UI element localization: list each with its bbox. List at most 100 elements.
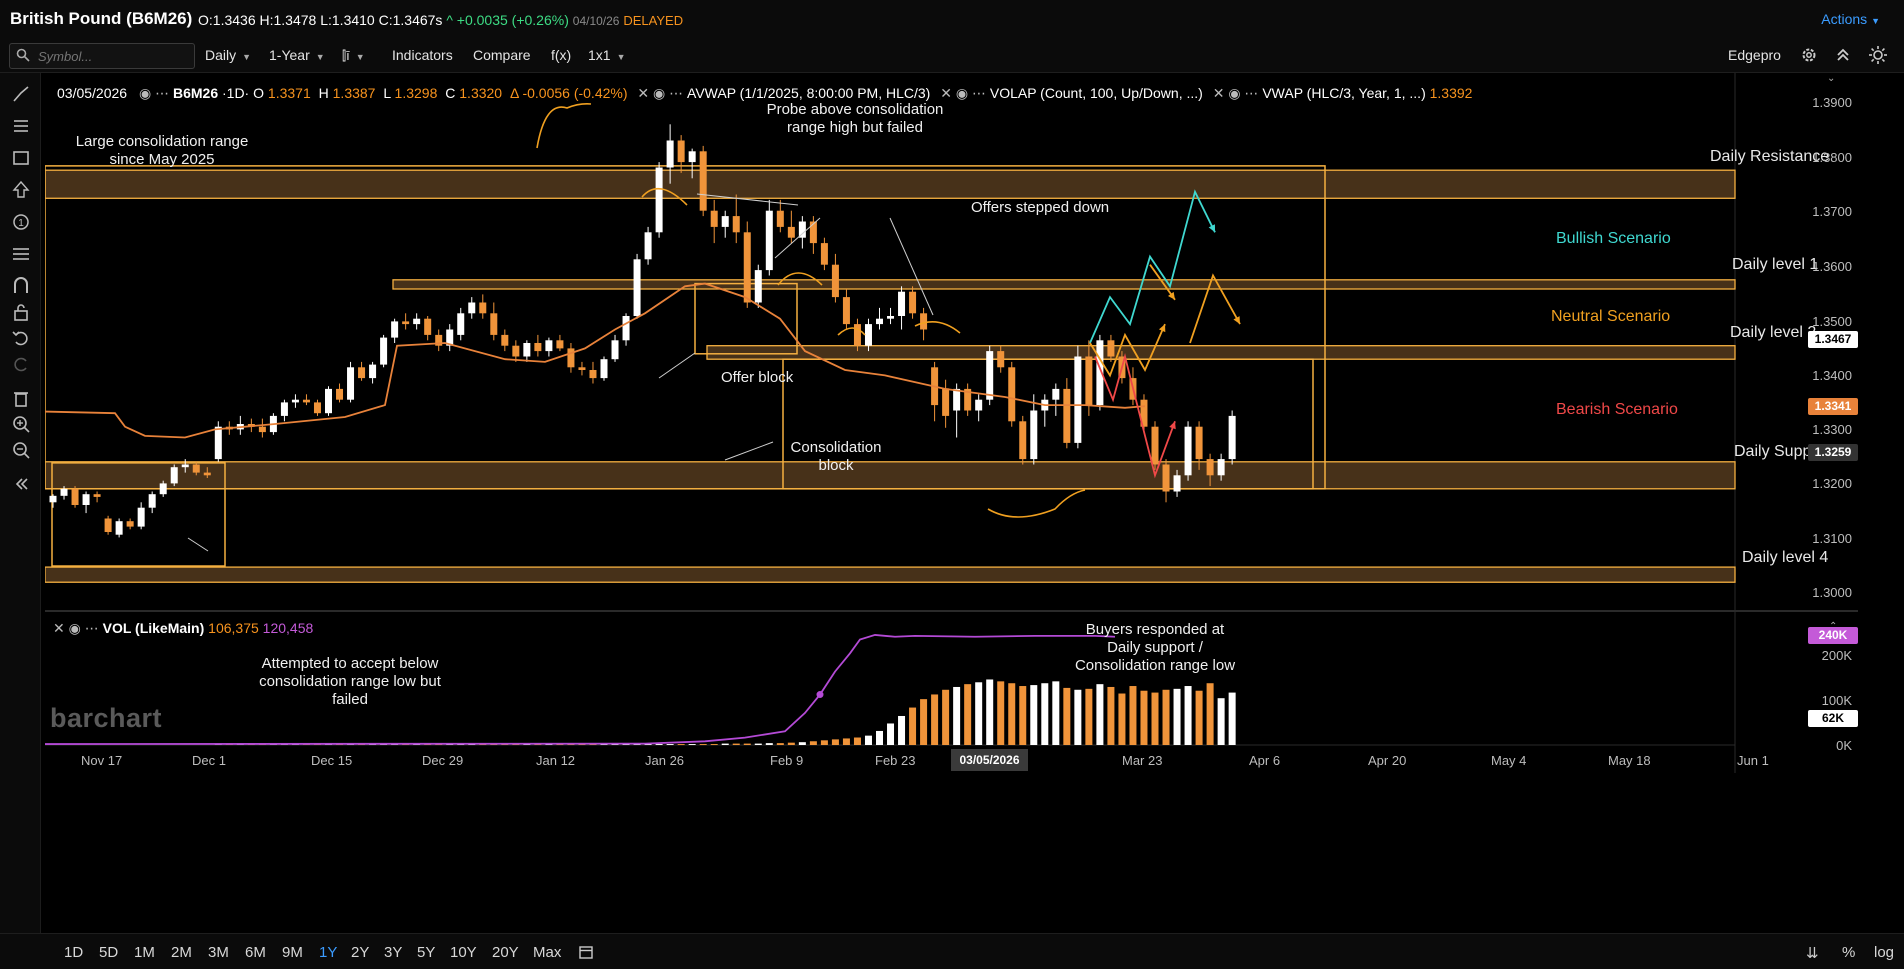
range-1d[interactable]: 1D	[64, 944, 83, 961]
close-icon[interactable]: ✕	[53, 620, 65, 636]
last-price-tag: 1.3467	[1808, 331, 1858, 348]
zoom-out-icon[interactable]	[10, 439, 32, 461]
range-3y[interactable]: 3Y	[384, 944, 402, 961]
symbol-search[interactable]	[9, 43, 195, 69]
legend-avwap[interactable]: AVWAP (1/1/2025, 8:00:00 PM, HLC/3)	[687, 85, 930, 101]
avwap-price-tag: 1.3341	[1808, 398, 1858, 415]
trash-icon[interactable]	[10, 387, 32, 409]
annotation-buyers: Buyers responded at Daily support / Cons…	[1045, 621, 1265, 675]
range-5d[interactable]: 5D	[99, 944, 118, 961]
candle-body	[545, 340, 552, 351]
eye-icon[interactable]: ◉	[1228, 85, 1240, 101]
chart-canvas[interactable]	[45, 73, 1858, 933]
legend-vwap[interactable]: VWAP (HLC/3, Year, 1, ...)	[1262, 85, 1425, 101]
undo-icon[interactable]	[10, 327, 32, 349]
gear-icon[interactable]	[1800, 46, 1818, 64]
range-9m[interactable]: 9M	[282, 944, 303, 961]
eye-icon[interactable]: ◉	[653, 85, 665, 101]
legend-close-label: C	[445, 85, 455, 101]
range-2m[interactable]: 2M	[171, 944, 192, 961]
legend-volap[interactable]: VOLAP (Count, 100, Up/Down, ...)	[990, 85, 1203, 101]
layout-select[interactable]: 1x1▼	[588, 47, 626, 63]
expand-down-icon[interactable]: ⇊	[1806, 944, 1819, 962]
percent-scale-toggle[interactable]: %	[1842, 944, 1855, 961]
indicators-button[interactable]: Indicators	[392, 47, 453, 63]
volume-bar	[1030, 685, 1037, 745]
annotation-line: block	[781, 457, 891, 475]
calendar-icon[interactable]	[578, 944, 594, 960]
log-scale-toggle[interactable]: log	[1874, 944, 1894, 961]
candle-body	[1218, 459, 1225, 475]
interval-select[interactable]: Daily▼	[205, 47, 251, 63]
range-1y[interactable]: 1Y	[319, 944, 337, 961]
candle-body	[986, 351, 993, 400]
eye-icon[interactable]: ◉	[956, 85, 968, 101]
volume-bar	[689, 744, 696, 745]
redo-icon[interactable]	[10, 353, 32, 375]
range-6m[interactable]: 6M	[245, 944, 266, 961]
eye-icon[interactable]: ◉	[69, 620, 81, 636]
range-1m[interactable]: 1M	[134, 944, 155, 961]
range-select[interactable]: 1-Year▼	[269, 47, 325, 63]
volume-bar	[865, 736, 872, 745]
symbol-input[interactable]	[36, 47, 190, 65]
date-axis-tick: Dec 15	[311, 753, 352, 768]
template-select[interactable]: Edgepro	[1728, 47, 1781, 63]
fibonacci-tool-icon[interactable]	[10, 115, 32, 137]
close-icon[interactable]: ✕	[637, 85, 649, 101]
volume-legend: ✕ ◉ ⋯ VOL (LikeMain) 106,375 120,458	[53, 620, 313, 637]
candle-body	[832, 265, 839, 297]
collapse-rail-icon[interactable]	[10, 473, 32, 495]
candle-body	[215, 427, 222, 459]
volume-bar	[854, 738, 861, 745]
zoom-in-icon[interactable]	[10, 413, 32, 435]
candle-body	[402, 321, 409, 324]
range-10y[interactable]: 10Y	[450, 944, 477, 961]
candle-body	[887, 316, 894, 319]
chevron-down-icon[interactable]: ⌄	[1827, 73, 1835, 84]
sun-icon[interactable]	[1868, 45, 1888, 65]
candle-body	[843, 297, 850, 324]
price-chart[interactable]: 03/05/2026 ◉ ⋯ B6M26 ·1D· O 1.3371 H 1.3…	[45, 73, 1858, 933]
label-tool-icon[interactable]: 1	[10, 211, 32, 233]
range-5y[interactable]: 5Y	[417, 944, 435, 961]
magnet-icon[interactable]	[10, 275, 32, 297]
rectangle-tool-icon[interactable]	[10, 147, 32, 169]
compare-button[interactable]: Compare	[473, 47, 531, 63]
date-axis-tick: Feb 23	[875, 753, 915, 768]
quote-low: L:1.3410	[320, 12, 375, 28]
annotation-line: range high but failed	[745, 119, 965, 137]
date-axis-tick: Dec 29	[422, 753, 463, 768]
trend-line-tool-icon[interactable]	[10, 83, 32, 105]
range-label: 1-Year	[269, 47, 310, 63]
function-button[interactable]: f(x)	[551, 47, 571, 63]
collapse-up-icon[interactable]	[1835, 47, 1851, 63]
close-icon[interactable]: ✕	[1213, 85, 1225, 101]
candle-body	[182, 465, 189, 468]
candle-body	[72, 489, 79, 505]
avwap-line	[45, 284, 1145, 438]
candle-body	[347, 367, 354, 399]
eye-icon[interactable]: ◉	[139, 85, 151, 101]
symbol-title[interactable]: British Pound (B6M26)	[10, 9, 192, 29]
chart-type-select[interactable]: ⫿ī▼	[342, 47, 365, 64]
range-20y[interactable]: 20Y	[492, 944, 519, 961]
range-max[interactable]: Max	[533, 944, 561, 961]
candle-body	[171, 467, 178, 483]
candle-body	[380, 338, 387, 365]
volume-bar	[1074, 690, 1081, 745]
settings-list-icon[interactable]	[10, 243, 32, 265]
candle-body	[1107, 340, 1114, 356]
lock-icon[interactable]	[10, 301, 32, 323]
range-2y[interactable]: 2Y	[351, 944, 369, 961]
volume-tag: 62K	[1808, 710, 1858, 727]
volume-bar	[1041, 683, 1048, 745]
volume-legend-name[interactable]: VOL (LikeMain)	[103, 620, 205, 636]
close-icon[interactable]: ✕	[940, 85, 952, 101]
actions-menu[interactable]: Actions ▼	[1821, 11, 1880, 27]
legend-delta: Δ -0.0056 (-0.42%)	[510, 85, 628, 101]
range-3m[interactable]: 3M	[208, 944, 229, 961]
arrow-tool-icon[interactable]	[10, 179, 32, 201]
volume-bar	[986, 679, 993, 745]
legend-low-value: 1.3298	[395, 85, 438, 101]
